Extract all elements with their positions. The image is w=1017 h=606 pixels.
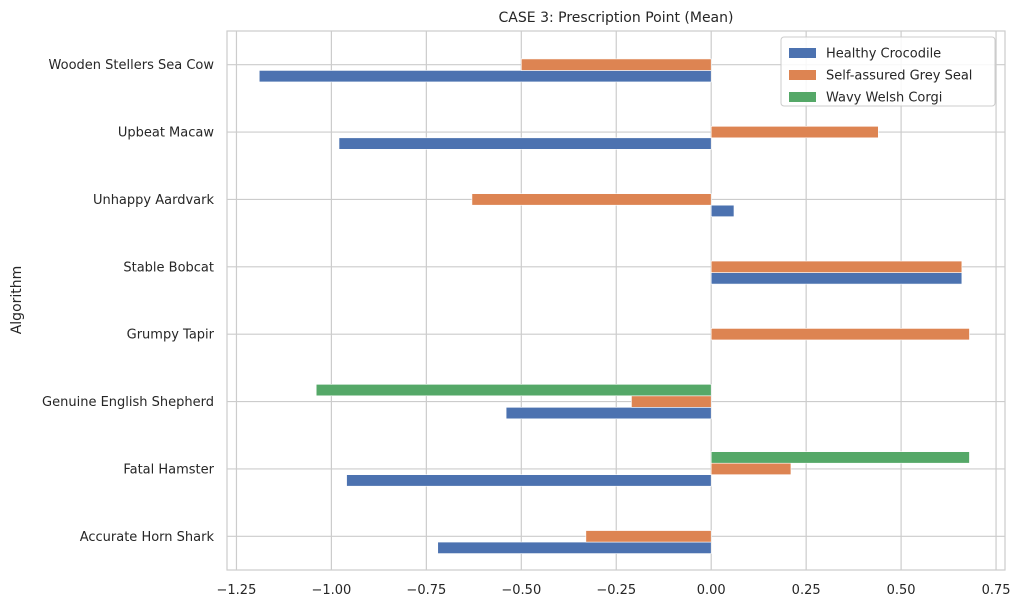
bar-healthy-crocodile-7: [258, 70, 712, 83]
bar-self-assured-grey-seal-7: [520, 58, 712, 71]
y-tick-label: Unhappy Aardvark: [93, 193, 215, 208]
y-tick-label: Fatal Hamster: [123, 462, 214, 477]
bars: [258, 58, 970, 554]
bar-wavy-welsh-corgi-2: [315, 384, 712, 397]
legend-swatch: [789, 70, 816, 80]
bar-self-assured-grey-seal-1: [710, 462, 792, 475]
y-tick-labels: Accurate Horn Shark Fatal Hamster Genuine …: [42, 58, 215, 545]
y-tick-label: Accurate Horn Shark: [80, 530, 215, 545]
bar-self-assured-grey-seal-4: [710, 260, 963, 273]
bar-self-assured-grey-seal-2: [631, 395, 712, 408]
legend-label: Wavy Welsh Corgi: [826, 91, 942, 106]
bar-healthy-crocodile-6: [338, 137, 712, 150]
bar-healthy-crocodile-5: [710, 204, 735, 217]
x-tick-label: −0.75: [406, 583, 446, 598]
x-tick-labels: −1.25 −1.00 −0.75 −0.50 −0.25 0.00 0.25 0.50 0.7…: [217, 583, 1011, 598]
bar-self-assured-grey-seal-6: [710, 126, 879, 139]
bar-healthy-crocodile-0: [437, 541, 712, 554]
bar-self-assured-grey-seal-0: [585, 530, 712, 543]
bar-self-assured-grey-seal-3: [710, 328, 970, 341]
bar-self-assured-grey-seal-5: [471, 193, 712, 206]
bar-healthy-crocodile-1: [346, 474, 712, 487]
bar-healthy-crocodile-2: [505, 407, 712, 420]
y-tick-label: Grumpy Tapir: [127, 328, 215, 343]
x-tick-label: 0.25: [792, 583, 821, 598]
bar-wavy-welsh-corgi-1: [710, 451, 970, 464]
legend-swatch: [789, 48, 816, 58]
x-tick-label: 0.50: [887, 583, 916, 598]
legend-swatch: [789, 92, 816, 102]
bar-healthy-crocodile-4: [710, 272, 963, 285]
x-tick-label: −1.25: [217, 583, 257, 598]
legend-label: Self-assured Grey Seal: [826, 69, 972, 84]
legend: Healthy Crocodile Self-assured Grey Seal W…: [780, 36, 996, 107]
legend-label: Healthy Crocodile: [826, 47, 941, 62]
x-tick-label: −1.00: [311, 583, 351, 598]
y-tick-label: Upbeat Macaw: [118, 126, 215, 141]
legend-frame: [780, 36, 996, 107]
y-tick-label: Genuine English Shepherd: [42, 395, 214, 410]
y-axis-title: Algorithm: [9, 266, 25, 335]
y-tick-label: Stable Bobcat: [123, 260, 214, 275]
x-tick-label: −0.25: [596, 583, 636, 598]
y-tick-label: Wooden Stellers Sea Cow: [49, 58, 215, 73]
x-tick-label: 0.00: [697, 583, 726, 598]
x-tick-label: −0.50: [501, 583, 541, 598]
chart-title: CASE 3: Prescription Point (Mean): [499, 10, 734, 26]
x-tick-label: 0.75: [982, 583, 1011, 598]
